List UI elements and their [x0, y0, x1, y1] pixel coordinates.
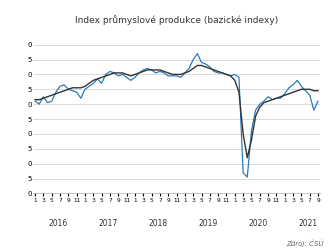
Trend [195, 64, 199, 67]
Trend [54, 92, 58, 95]
Trend [258, 106, 262, 109]
Trend [33, 98, 37, 101]
Title: Index průmyslové produkce (bazické indexy): Index průmyslové produkce (bazické index… [75, 15, 278, 25]
Legend: Sezónně očištěno, Trend: Sezónně očištěno, Trend [85, 246, 222, 248]
Sezónně očištěno [258, 103, 262, 106]
Text: 2018: 2018 [148, 219, 167, 228]
Trend [79, 86, 83, 89]
Trend [312, 89, 316, 92]
Sezónně očištěno [195, 52, 199, 55]
Text: 2016: 2016 [48, 219, 68, 228]
Sezónně očištěno [312, 109, 316, 112]
Text: Zdroj: ČSÚ: Zdroj: ČSÚ [286, 239, 323, 247]
Trend [87, 82, 91, 85]
Trend [200, 64, 204, 67]
Sezónně očištěno [33, 100, 37, 103]
Sezónně očištěno [87, 85, 91, 88]
Text: 2019: 2019 [198, 219, 217, 228]
Text: 2020: 2020 [248, 219, 267, 228]
Trend [316, 89, 320, 92]
Line: Sezónně očištěno: Sezónně očištěno [35, 54, 318, 177]
Text: 2017: 2017 [98, 219, 117, 228]
Line: Trend: Trend [35, 65, 318, 158]
Sezónně očištěno [200, 61, 204, 64]
Sezónně očištěno [245, 176, 249, 179]
Text: 2021: 2021 [298, 219, 317, 228]
Sezónně očištěno [316, 100, 320, 103]
Trend [245, 156, 249, 159]
Sezónně očištěno [54, 91, 58, 94]
Sezónně očištěno [79, 97, 83, 100]
